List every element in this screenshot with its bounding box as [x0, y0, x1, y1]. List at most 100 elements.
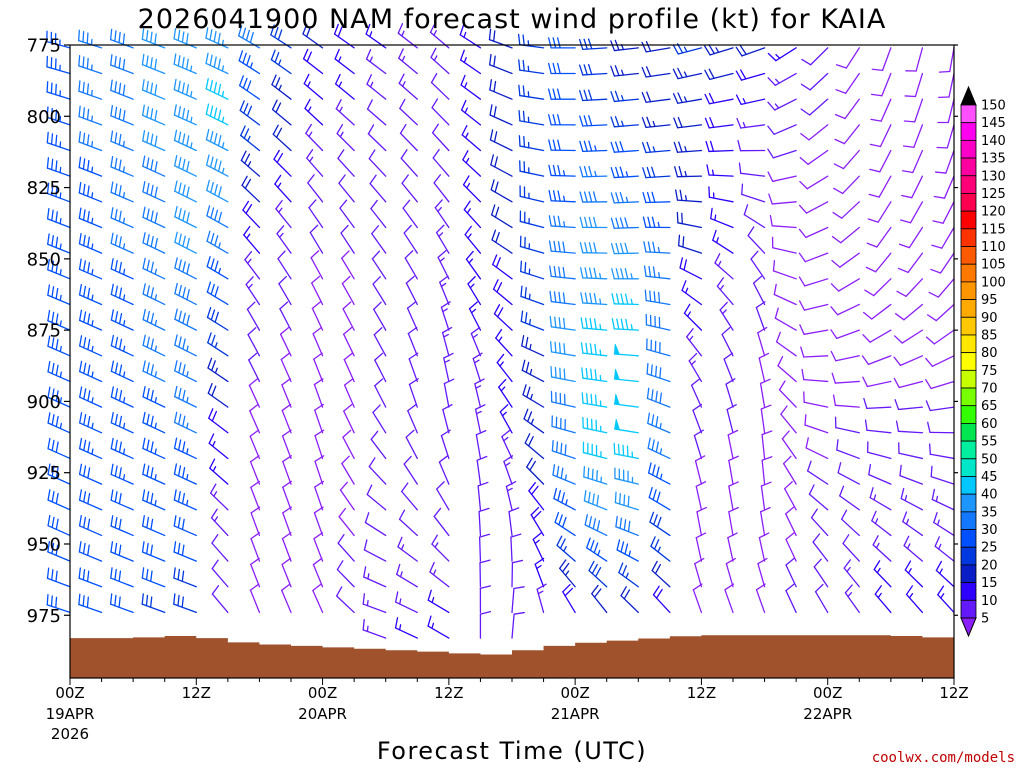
wind-barb: [142, 334, 166, 357]
terrain-surface: [70, 635, 954, 678]
wind-barb: [725, 378, 736, 408]
wind-barb: [928, 443, 955, 460]
wind-barb: [936, 124, 955, 149]
wind-barb: [579, 89, 608, 102]
wind-barb: [312, 326, 324, 357]
wind-barb: [427, 589, 450, 614]
wind-barb: [688, 352, 703, 383]
wind-barb: [427, 615, 450, 639]
wind-barb: [534, 557, 545, 588]
wind-barb: [280, 352, 292, 383]
wind-barb: [490, 204, 513, 229]
wind-barb: [437, 249, 450, 280]
wind-barb: [767, 148, 797, 159]
wind-barb: [341, 455, 355, 485]
y-axis: 775 800 825 850 875 900 925 950 975: [27, 36, 958, 627]
wind-barb: [142, 130, 166, 152]
wind-barb: [552, 464, 576, 485]
wind-barb: [173, 437, 197, 460]
wind-barb: [519, 160, 545, 177]
credit-link[interactable]: coolwx.com/models: [872, 750, 1015, 766]
wind-barb: [110, 104, 134, 126]
wind-barb: [902, 149, 924, 174]
wind-barb: [396, 563, 418, 588]
wind-barb: [174, 257, 197, 280]
wind-barb: [238, 25, 261, 49]
wind-barb: [672, 92, 703, 104]
colorbar-swatch: [960, 476, 977, 495]
wind-barb: [110, 156, 134, 177]
wind-barb: [313, 532, 324, 562]
wind-barb: [46, 207, 71, 229]
wind-barb: [683, 303, 703, 331]
wind-barb: [370, 199, 387, 229]
wind-barb: [366, 484, 387, 511]
wind-barb: [78, 593, 103, 614]
wind-barb: [314, 403, 324, 434]
wind-barb: [934, 536, 955, 562]
wind-barb: [462, 150, 482, 177]
x-tick-label: 12Z: [434, 684, 463, 702]
wind-barb: [405, 429, 418, 460]
wind-barb: [843, 559, 860, 588]
wind-barb: [142, 463, 166, 485]
wind-barb: [547, 88, 576, 100]
wind-barb: [549, 290, 576, 306]
wind-barb: [282, 480, 292, 511]
wind-barb: [336, 560, 355, 588]
wind-barb: [141, 79, 166, 100]
wind-barb: [863, 397, 892, 410]
wind-barb: [47, 284, 71, 306]
wind-barb: [250, 532, 261, 562]
wind-barb: [812, 533, 829, 562]
wind-barb: [174, 180, 197, 203]
colorbar-swatch: [960, 281, 977, 300]
wind-barb: [771, 236, 797, 254]
wind-barb: [695, 532, 707, 562]
wind-barb: [767, 47, 797, 62]
wind-barb: [488, 28, 513, 49]
wind-barb: [938, 47, 955, 73]
x-tick-date: 21APR: [551, 705, 600, 723]
wind-barb: [110, 130, 134, 152]
wind-barb: [758, 352, 770, 383]
wind-barb: [250, 557, 261, 588]
wind-barb: [551, 439, 576, 460]
wind-barb: [757, 326, 768, 357]
wind-barb: [835, 47, 860, 69]
wind-barb: [898, 226, 924, 249]
wind-barb: [429, 561, 450, 588]
wind-barb: [704, 44, 734, 56]
wind-barb: [613, 368, 639, 383]
wind-barb: [439, 275, 450, 306]
wind-barb: [588, 560, 608, 588]
wind-barb: [518, 84, 545, 100]
wind-barb: [759, 378, 771, 408]
wind-barb: [110, 567, 134, 588]
wind-barb: [840, 509, 860, 537]
wind-barb: [271, 74, 292, 100]
wind-barb: [518, 59, 545, 75]
wind-barb: [716, 277, 734, 306]
wind-barb: [276, 225, 292, 254]
wind-barb: [47, 386, 71, 408]
wind-barb: [774, 307, 797, 331]
colorbar-label: 25: [981, 541, 998, 556]
wind-barb: [211, 585, 229, 614]
wind-barb: [78, 207, 103, 229]
colorbar-swatch: [960, 387, 977, 407]
wind-barb: [341, 250, 355, 280]
wind-barb: [582, 416, 608, 434]
wind-barb: [244, 251, 261, 280]
wind-barb: [394, 591, 418, 614]
wind-barb: [649, 511, 671, 537]
wind-barb: [477, 481, 489, 511]
chart-title: 2026041900 NAM forecast wind profile (kt…: [138, 4, 887, 35]
wind-barb: [142, 155, 166, 177]
wind-barb: [803, 391, 829, 408]
wind-barb: [173, 567, 197, 588]
wind-barb: [249, 429, 261, 460]
wind-barb: [591, 584, 608, 614]
wind-barb: [586, 537, 608, 562]
wind-barb: [398, 509, 418, 537]
